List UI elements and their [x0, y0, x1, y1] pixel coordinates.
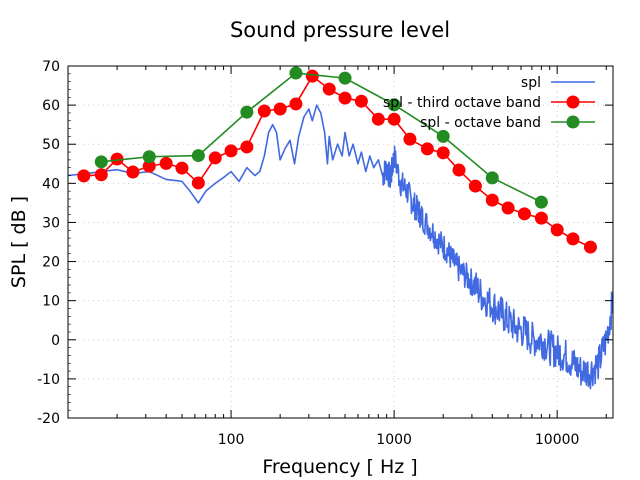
- y-tick-label: 70: [42, 59, 60, 75]
- data-point: [159, 156, 173, 170]
- data-point: [191, 149, 205, 163]
- data-point: [550, 223, 564, 237]
- chart-title: Sound pressure level: [230, 18, 450, 42]
- y-axis-label: SPL [ dB ]: [8, 196, 30, 288]
- y-tick-label: 40: [42, 176, 60, 192]
- data-point: [468, 179, 482, 193]
- data-point: [403, 132, 417, 146]
- y-tick-label: -10: [37, 372, 60, 388]
- data-point: [94, 155, 108, 169]
- legend: spl spl - third octave band spl - octave b…: [383, 75, 595, 131]
- data-point: [175, 161, 189, 175]
- x-axis-label: Frequency [ Hz ]: [262, 456, 417, 478]
- series-3: [94, 66, 548, 209]
- data-point: [77, 169, 91, 183]
- y-tick-label: 50: [42, 137, 60, 153]
- legend-label: spl - third octave band: [383, 95, 541, 111]
- data-point: [257, 104, 271, 118]
- data-point: [501, 201, 515, 215]
- data-point: [142, 159, 156, 173]
- data-point: [240, 105, 254, 119]
- data-point: [110, 152, 124, 166]
- spl-line: [68, 104, 613, 390]
- grid: [68, 66, 613, 418]
- x-tick-label: 1000: [376, 432, 412, 448]
- y-tick-label: 0: [51, 333, 60, 349]
- y-tick-label: -20: [37, 411, 60, 427]
- series-2: [77, 69, 597, 254]
- data-point: [273, 102, 287, 116]
- data-point: [94, 168, 108, 182]
- data-point: [126, 165, 140, 179]
- data-point: [420, 142, 434, 156]
- legend-label: spl: [521, 75, 541, 91]
- data-point: [338, 91, 352, 105]
- data-point: [354, 94, 368, 108]
- data-point: [338, 71, 352, 85]
- series-line: [101, 72, 542, 203]
- series-layer: [68, 66, 613, 390]
- x-tick-label: 10000: [535, 432, 580, 448]
- ticks: [67, 65, 613, 419]
- data-point: [289, 66, 303, 80]
- data-point: [142, 150, 156, 164]
- data-point: [387, 98, 401, 112]
- y-tick-label: 60: [42, 98, 60, 114]
- legend-label: spl - octave band: [420, 115, 541, 131]
- data-point: [436, 129, 450, 143]
- tick-labels: -20 -10 0 10 20 30 40 50 60 70 100 1000 10000: [37, 59, 579, 448]
- data-point: [371, 112, 385, 126]
- plot-frame: [67, 65, 614, 419]
- data-point: [436, 146, 450, 160]
- legend-swatch-marker: [566, 95, 580, 109]
- data-point: [485, 171, 499, 185]
- data-point: [566, 232, 580, 246]
- legend-swatch-marker: [566, 115, 580, 129]
- y-tick-label: 10: [42, 294, 60, 310]
- data-point: [289, 97, 303, 111]
- series-1: [68, 104, 613, 390]
- data-point: [224, 144, 238, 158]
- data-point: [322, 82, 336, 96]
- data-point: [583, 240, 597, 254]
- x-tick-label: 100: [218, 432, 245, 448]
- data-point: [240, 140, 254, 154]
- data-point: [485, 193, 499, 207]
- data-point: [191, 176, 205, 190]
- data-point: [517, 207, 531, 221]
- y-tick-label: 20: [42, 255, 60, 271]
- data-point: [208, 151, 222, 165]
- data-point: [534, 195, 548, 209]
- data-point: [534, 211, 548, 225]
- data-point: [305, 69, 319, 83]
- data-point: [387, 112, 401, 126]
- data-point: [452, 163, 466, 177]
- y-tick-label: 30: [42, 215, 60, 231]
